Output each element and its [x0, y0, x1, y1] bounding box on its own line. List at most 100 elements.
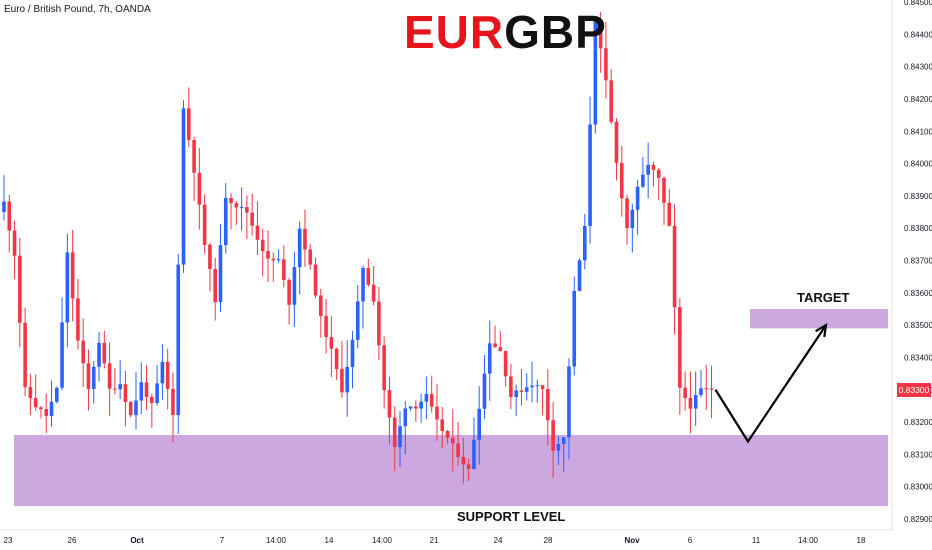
- candle-body: [567, 366, 571, 438]
- candle: [693, 371, 698, 426]
- chart-title: EURGBP: [404, 4, 607, 60]
- candle: [656, 167, 661, 200]
- candle: [76, 278, 80, 350]
- candle: [377, 287, 381, 361]
- candle: [223, 183, 228, 254]
- candle-body: [287, 280, 291, 305]
- candle: [134, 372, 138, 430]
- x-tick-label: 14:00: [372, 536, 393, 545]
- candle: [155, 364, 159, 406]
- candle: [49, 380, 54, 427]
- candle: [165, 348, 170, 410]
- candle-body: [250, 212, 254, 226]
- candle: [414, 400, 418, 422]
- candle: [340, 341, 344, 398]
- candle-body: [197, 172, 202, 205]
- y-tick-label: 0.83800: [904, 224, 932, 233]
- y-tick-label: 0.84100: [904, 127, 932, 136]
- candle-body: [419, 401, 423, 409]
- candle-body: [503, 351, 508, 377]
- candle: [614, 118, 619, 181]
- candle-body: [403, 408, 408, 427]
- candle: [641, 157, 645, 189]
- candle: [282, 245, 286, 288]
- candle-body: [487, 343, 492, 374]
- candle-body: [435, 406, 439, 420]
- candle-body: [693, 394, 698, 409]
- y-tick-label: 0.82900: [904, 515, 932, 524]
- candle-body: [635, 186, 640, 210]
- candle: [81, 318, 85, 388]
- candle-body: [60, 322, 64, 388]
- candle-body: [598, 20, 603, 49]
- candle-body: [382, 345, 386, 391]
- candle: [509, 363, 513, 410]
- candle: [387, 376, 392, 445]
- candle-body: [662, 177, 666, 203]
- candle-body: [646, 164, 650, 175]
- candle: [28, 374, 33, 416]
- candle-body: [519, 390, 524, 392]
- candle-body: [65, 252, 70, 323]
- candle-body: [319, 295, 323, 316]
- candle-body: [472, 439, 476, 470]
- candle-body: [23, 322, 27, 388]
- candle: [334, 347, 339, 380]
- candle: [361, 265, 365, 329]
- candle: [118, 360, 122, 400]
- candle-body: [128, 401, 133, 416]
- candle: [12, 220, 17, 280]
- candle: [392, 406, 397, 471]
- candle: [355, 285, 360, 349]
- candle: [609, 69, 613, 125]
- candle: [635, 180, 640, 235]
- candle: [498, 331, 503, 352]
- candle-body: [102, 342, 107, 364]
- candle: [44, 393, 49, 434]
- candle: [208, 242, 212, 292]
- candle: [86, 349, 91, 411]
- title-part-gbp: GBP: [504, 6, 607, 58]
- candle-body: [118, 384, 122, 390]
- candle-body: [297, 228, 302, 268]
- candle-body: [234, 203, 239, 208]
- candle: [287, 277, 291, 325]
- x-tick-label: 14:00: [798, 536, 819, 545]
- candle: [567, 358, 571, 460]
- candle-body: [704, 388, 709, 390]
- candle-body: [334, 348, 339, 369]
- candle: [345, 340, 349, 417]
- y-tick-label: 0.83200: [904, 418, 932, 427]
- price-axis: 0.84500 0.84400 0.84300 0.84200 0.84100 0.840…: [891, 0, 932, 530]
- candle: [651, 161, 656, 187]
- candle: [213, 257, 217, 321]
- candle: [482, 355, 487, 419]
- candle-body: [86, 363, 91, 389]
- y-tick-label: 0.84300: [904, 63, 932, 72]
- candle-body: [588, 124, 592, 227]
- candle-body: [76, 298, 80, 341]
- x-tick-label: Oct: [130, 536, 144, 545]
- candle: [588, 96, 592, 244]
- candle: [91, 360, 96, 404]
- candle: [487, 320, 492, 401]
- candle-body: [44, 409, 49, 416]
- candle: [23, 307, 27, 396]
- candle: [540, 385, 545, 416]
- candle-body: [651, 164, 656, 170]
- candle-body: [313, 264, 318, 296]
- support-label: SUPPORT LEVEL: [457, 509, 566, 524]
- target-zone: [750, 308, 888, 329]
- y-tick-label: 0.84400: [904, 30, 932, 39]
- candle: [181, 100, 186, 273]
- x-tick-label: 18: [857, 536, 866, 545]
- candle-body: [176, 264, 181, 416]
- candle-body: [408, 406, 413, 409]
- candle: [324, 298, 328, 354]
- candle: [435, 384, 439, 441]
- candle-body: [255, 225, 260, 240]
- y-tick-label: 0.84000: [904, 160, 932, 169]
- candle-body: [366, 268, 371, 285]
- candle-body: [12, 230, 17, 256]
